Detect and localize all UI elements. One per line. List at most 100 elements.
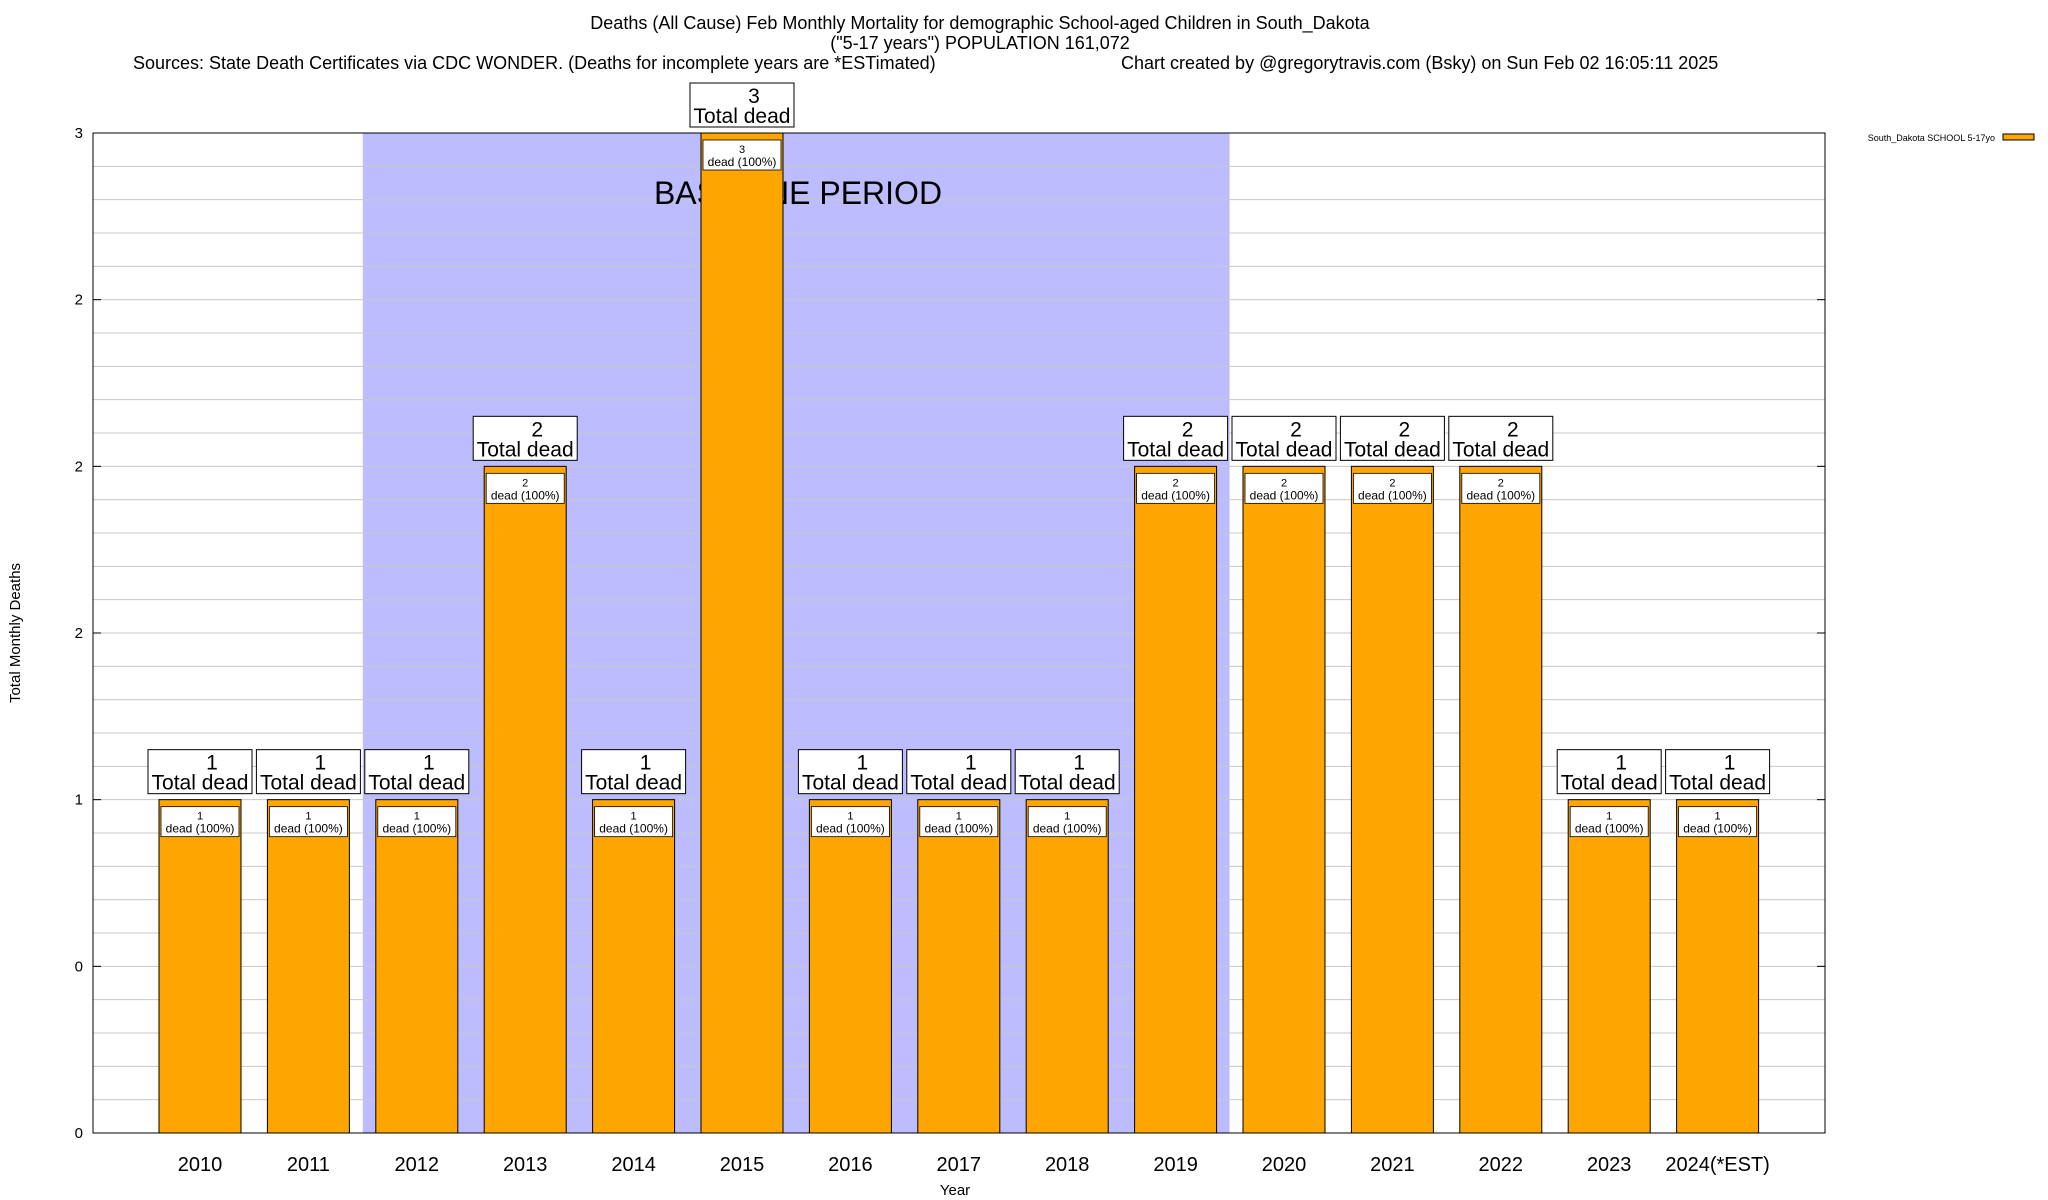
bar-total-box [1231, 415, 1337, 461]
x-tick-label: 2020 [1262, 1154, 1307, 1176]
bar-inner-count: 1 [305, 811, 311, 823]
bar-inner-count: 1 [1064, 811, 1070, 823]
x-tick-label: 2019 [1153, 1154, 1198, 1176]
bar-total-count: 1 [1615, 752, 1627, 775]
bar [1459, 465, 1543, 1134]
x-tick-label: 2011 [287, 1154, 330, 1176]
bar-inner-count: 1 [1606, 811, 1612, 823]
bar-total-label: Total dead [585, 772, 682, 795]
bar-total-count: 1 [423, 752, 435, 775]
y-axis-label: Total Monthly Deaths [7, 563, 24, 703]
bar-inner-count: 3 [739, 144, 745, 156]
x-tick-label: 2014 [611, 1154, 656, 1176]
bar-total-box [797, 749, 903, 795]
bar-total-count: 2 [1507, 418, 1519, 441]
bar-inner-label-box [1027, 806, 1107, 838]
bar-inner-label: dead (100%) [166, 822, 235, 836]
bar-inner-count: 2 [1281, 477, 1287, 489]
bar-inner-label: dead (100%) [1141, 488, 1210, 502]
bar-total-label: Total dead [1452, 438, 1549, 461]
y-tick-label: 2 [75, 625, 83, 642]
bar-total-box [689, 82, 795, 128]
bar [266, 799, 350, 1134]
y-tick-label: 1 [75, 792, 83, 809]
bar-total-box [1339, 415, 1445, 461]
bar [1025, 799, 1109, 1134]
bar-inner-label: dead (100%) [599, 822, 668, 836]
x-tick-label: 2023 [1587, 1154, 1632, 1176]
bar-inner-label-box [1678, 806, 1757, 838]
bar-inner-count: 1 [956, 811, 962, 823]
bar-inner-label: dead (100%) [924, 822, 993, 836]
bar-total-label: Total dead [1236, 438, 1333, 461]
bar-inner-label: dead (100%) [1683, 822, 1752, 836]
bar-inner-label-box [702, 139, 782, 171]
bar [483, 465, 567, 1134]
bar-total-box [581, 749, 687, 795]
bar-inner-label: dead (100%) [382, 822, 451, 836]
x-tick-label: 2022 [1479, 1154, 1524, 1176]
bar [375, 799, 459, 1134]
y-tick-label: 2 [75, 458, 83, 475]
bar-total-box [906, 749, 1012, 795]
bar-inner-label-box [377, 806, 457, 838]
bar-inner-label: dead (100%) [491, 488, 560, 502]
bar-inner-count: 1 [414, 811, 420, 823]
y-tick-label: 0 [75, 1125, 83, 1142]
chart-credit: Chart created by @gregorytravis.com (Bsk… [1121, 53, 1719, 73]
bar [1567, 799, 1651, 1134]
y-tick-label: 0 [75, 958, 83, 975]
bar-inner-label-box [811, 806, 890, 838]
bar-total-box [1014, 749, 1120, 795]
bar-total-label: Total dead [1561, 772, 1658, 795]
x-tick-label: 2021 [1370, 1154, 1415, 1176]
bar-total-count: 1 [206, 752, 218, 775]
x-tick-label: 2012 [395, 1154, 440, 1176]
bar-inner-label-box [594, 806, 673, 838]
bar-total-box [255, 749, 361, 795]
bar-total-label: Total dead [368, 772, 465, 795]
bar-total-box [364, 749, 470, 795]
bar-total-box [472, 415, 578, 461]
bar-total-label: Total dead [477, 438, 574, 461]
bar-total-label: Total dead [802, 772, 899, 795]
bar-inner-label: dead (100%) [1250, 488, 1319, 502]
bar-inner-label-box [1461, 472, 1541, 504]
bar-inner-count: 2 [1498, 477, 1504, 489]
bar-total-label: Total dead [1344, 438, 1441, 461]
bar-inner-label: dead (100%) [1358, 488, 1427, 502]
bar-inner-count: 1 [197, 811, 203, 823]
legend-label: South_Dakota SCHOOL 5-17yo [1868, 133, 1995, 143]
bar-inner-count: 2 [1389, 477, 1395, 489]
x-tick-label: 2015 [720, 1154, 765, 1176]
bar-total-count: 2 [1182, 418, 1194, 441]
bar-total-count: 1 [640, 752, 652, 775]
bar-inner-count: 1 [847, 811, 853, 823]
bar-total-label: Total dead [152, 772, 249, 795]
x-tick-label: 2018 [1045, 1154, 1090, 1176]
bar-total-count: 2 [531, 418, 543, 441]
x-axis-label: Year [940, 1182, 970, 1199]
bar-total-count: 1 [965, 752, 977, 775]
bar-total-count: 1 [315, 752, 327, 775]
bar-inner-count: 2 [1173, 477, 1179, 489]
bar [808, 799, 892, 1134]
bar-inner-label-box [268, 806, 348, 838]
bar-total-count: 1 [857, 752, 869, 775]
bar-inner-label: dead (100%) [708, 155, 777, 169]
bar-inner-label-box [1136, 472, 1215, 504]
y-tick-label: 3 [75, 125, 83, 142]
x-tick-label: 2016 [828, 1154, 873, 1176]
bar-total-box [1448, 415, 1554, 461]
bar-inner-label-box [919, 806, 999, 838]
bar [1350, 465, 1434, 1134]
bar-inner-label: dead (100%) [274, 822, 343, 836]
x-tick-label: 2024(*EST) [1665, 1154, 1770, 1176]
chart-title: Deaths (All Cause) Feb Monthly Mortality… [590, 13, 1370, 33]
bar-total-count: 3 [748, 85, 760, 108]
bar [592, 799, 676, 1134]
bar [1134, 465, 1218, 1134]
bar-inner-label: dead (100%) [1575, 822, 1644, 836]
x-tick-label: 2010 [178, 1154, 223, 1176]
bar-total-box [1556, 749, 1662, 795]
